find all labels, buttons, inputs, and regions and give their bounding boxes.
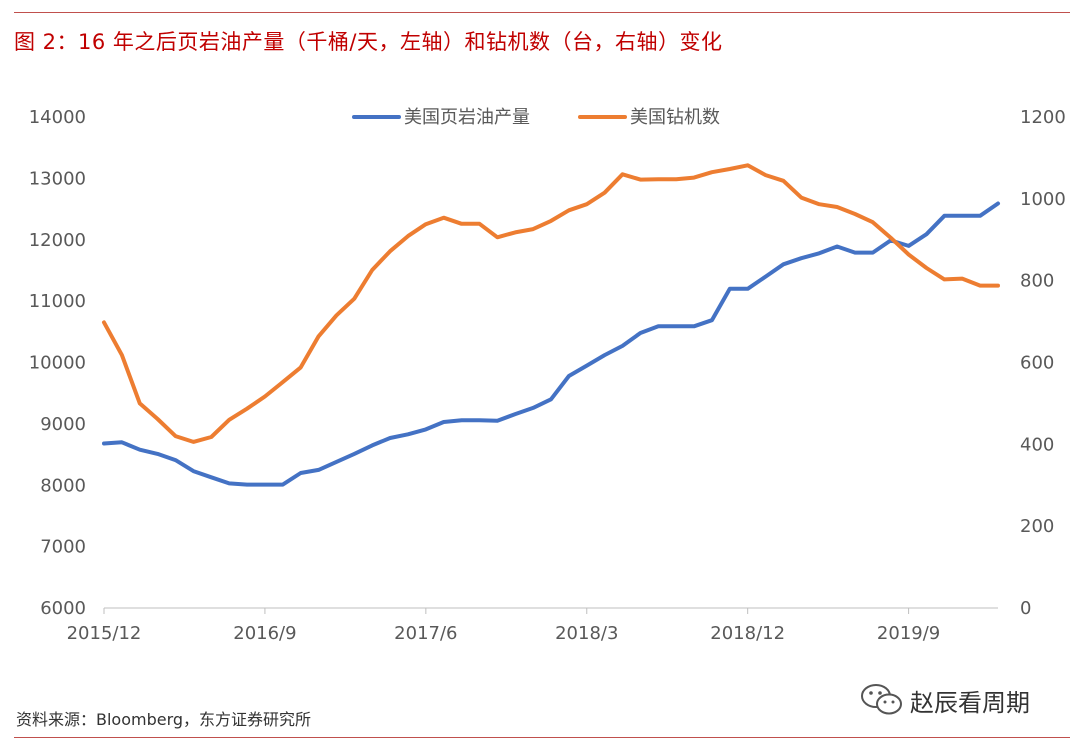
- top-rule: [14, 12, 1070, 13]
- bottom-rule: [14, 737, 1070, 738]
- source-note: 资料来源：Bloomberg，东方证券研究所: [16, 710, 312, 729]
- y-right-tick-label: 600: [1020, 353, 1054, 374]
- x-tick-label: 2018/3: [555, 623, 618, 644]
- y-left-tick-label: 7000: [40, 537, 86, 558]
- y-right-tick-label: 1200: [1020, 107, 1066, 128]
- series-layer: [102, 163, 1000, 487]
- y-right-tick-label: 0: [1020, 598, 1031, 619]
- figure-title: 图 2：16 年之后页岩油产量（千桶/天，左轴）和钻机数（台，右轴）变化: [14, 30, 723, 54]
- legend-label-1: 美国页岩油产量: [404, 107, 530, 128]
- y-right-tick-label: 1000: [1020, 189, 1066, 210]
- y-right-tick-label: 800: [1020, 271, 1054, 292]
- y-right-tick-label: 200: [1020, 516, 1054, 537]
- watermark-text: 赵辰看周期: [910, 688, 1030, 717]
- y-left-tick-label: 14000: [29, 107, 86, 128]
- wechat-icon: [861, 684, 902, 715]
- watermark: 赵辰看周期: [860, 682, 1030, 718]
- x-tick-label: 2019/9: [877, 623, 940, 644]
- y-left-tick-label: 12000: [29, 230, 86, 251]
- y-left-tick-label: 9000: [40, 414, 86, 435]
- y-left-tick-label: 13000: [29, 168, 86, 189]
- legend: 美国页岩油产量 美国钻机数: [352, 107, 720, 128]
- y-left-tick-label: 6000: [40, 598, 86, 619]
- x-tick-label: 2016/9: [233, 623, 296, 644]
- y-left-tick-label: 11000: [29, 291, 86, 312]
- y-left-tick-label: 8000: [40, 475, 86, 496]
- legend-label-2: 美国钻机数: [630, 107, 720, 128]
- series-line-1: [102, 201, 1000, 487]
- y-left-tick-label: 10000: [29, 353, 86, 374]
- axes: 1400013000120001100010000900080007000600…: [29, 107, 1066, 644]
- x-tick-label: 2017/6: [394, 623, 457, 644]
- x-tick-label: 2015/12: [67, 623, 142, 644]
- x-tick-label: 2018/12: [710, 623, 785, 644]
- y-right-tick-label: 400: [1020, 434, 1054, 455]
